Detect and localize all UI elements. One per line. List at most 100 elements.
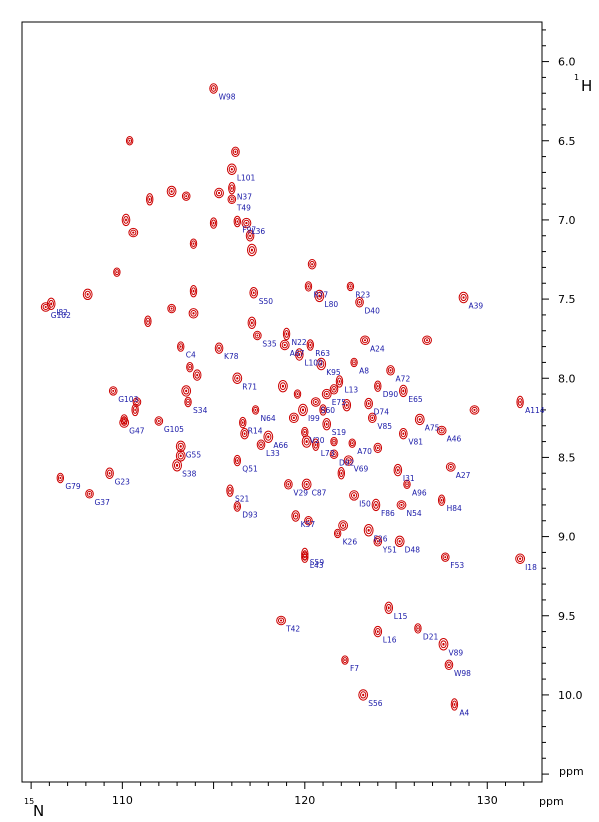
peak xyxy=(125,136,134,146)
peak xyxy=(282,327,291,341)
residue-label: I50 xyxy=(359,499,371,508)
peak xyxy=(175,450,186,462)
residue-label: D93 xyxy=(242,511,258,520)
peak xyxy=(192,369,202,381)
residue-label: R63 xyxy=(315,349,330,358)
peak xyxy=(214,187,224,199)
residue-label: S59 xyxy=(310,558,325,567)
residue-label: N64 xyxy=(261,414,276,423)
peak xyxy=(184,396,192,408)
residue-label: W98 xyxy=(219,93,236,102)
peak xyxy=(396,500,407,510)
y-tick-label: 7.0 xyxy=(558,214,576,227)
residue-label: F53 xyxy=(450,561,464,570)
peak xyxy=(291,510,300,522)
residue-label: D90 xyxy=(383,390,399,399)
peak xyxy=(256,439,266,450)
peak xyxy=(304,281,313,292)
peak xyxy=(301,426,309,438)
residue-label: V85 xyxy=(377,422,392,431)
peak xyxy=(263,430,274,444)
peak xyxy=(368,412,377,424)
residue-label: S60 xyxy=(321,406,336,415)
peak xyxy=(186,361,194,373)
peak xyxy=(386,365,395,376)
peak xyxy=(241,217,252,229)
peak xyxy=(384,601,394,615)
peak xyxy=(440,552,450,562)
peak xyxy=(228,182,236,195)
residue-label: K95 xyxy=(326,368,341,377)
peak xyxy=(363,524,374,537)
peak xyxy=(338,520,349,531)
peak-layer xyxy=(40,83,526,711)
residue-label: D40 xyxy=(365,306,381,315)
peak xyxy=(337,467,345,480)
residue-label: D21 xyxy=(423,632,439,641)
residue-label: I31 xyxy=(403,474,415,483)
peak xyxy=(329,449,339,459)
peak xyxy=(349,490,359,501)
residue-label: W98 xyxy=(454,669,471,678)
residue-label: V89 xyxy=(448,648,463,657)
residue-label: L15 xyxy=(394,612,408,621)
residue-label: L73 xyxy=(321,449,335,458)
peak xyxy=(304,516,313,526)
peak xyxy=(56,472,65,484)
peak xyxy=(231,146,240,158)
peak xyxy=(181,191,191,201)
residue-label: C87 xyxy=(312,488,327,497)
residue-label: L80 xyxy=(324,300,338,309)
residue-label: A39 xyxy=(469,302,484,311)
peak xyxy=(239,416,247,429)
residue-label: A8 xyxy=(359,366,369,375)
residue-label: D74 xyxy=(374,408,390,417)
peak xyxy=(189,238,198,249)
residue-label: F7 xyxy=(350,664,359,673)
peak xyxy=(358,689,369,701)
peak xyxy=(240,427,249,440)
residue-label: G105 xyxy=(164,425,184,434)
peak xyxy=(132,397,142,407)
peak xyxy=(307,259,317,270)
peak xyxy=(403,479,411,490)
residue-label: F97 xyxy=(242,226,256,235)
peak xyxy=(232,372,243,384)
residue-label: A27 xyxy=(456,471,471,480)
peak xyxy=(253,330,262,341)
x-axis-isotope: 15 xyxy=(24,797,34,806)
peak xyxy=(128,227,139,238)
peak xyxy=(279,339,290,351)
peak xyxy=(414,413,425,426)
peak xyxy=(40,302,51,312)
x-axis-title: N xyxy=(33,802,44,820)
peak xyxy=(515,553,526,564)
residue-label: V69 xyxy=(354,465,369,474)
residue-label: E65 xyxy=(408,395,423,404)
peak xyxy=(189,284,198,298)
residue-label: G102 xyxy=(51,311,71,320)
y-tick-label: 9.0 xyxy=(558,531,576,544)
peak xyxy=(333,528,342,539)
peak xyxy=(172,459,182,472)
residue-label: G47 xyxy=(129,427,145,436)
peak xyxy=(181,385,192,397)
peak xyxy=(82,288,93,301)
residue-label: S21 xyxy=(235,495,250,504)
residue-label: L43 xyxy=(310,561,324,570)
peak xyxy=(214,342,224,354)
peak xyxy=(310,397,321,407)
peak xyxy=(348,438,356,448)
peak xyxy=(146,193,154,206)
residue-label: F26 xyxy=(374,534,388,543)
peak xyxy=(154,416,164,426)
peak xyxy=(393,463,403,477)
y-tick-label: 7.5 xyxy=(558,293,576,306)
residue-label: I18 xyxy=(525,563,537,572)
peak xyxy=(341,655,349,665)
residue-label: D48 xyxy=(405,545,421,554)
peak xyxy=(322,417,332,431)
peak xyxy=(306,339,314,351)
peak xyxy=(105,467,114,479)
peak xyxy=(246,243,257,257)
